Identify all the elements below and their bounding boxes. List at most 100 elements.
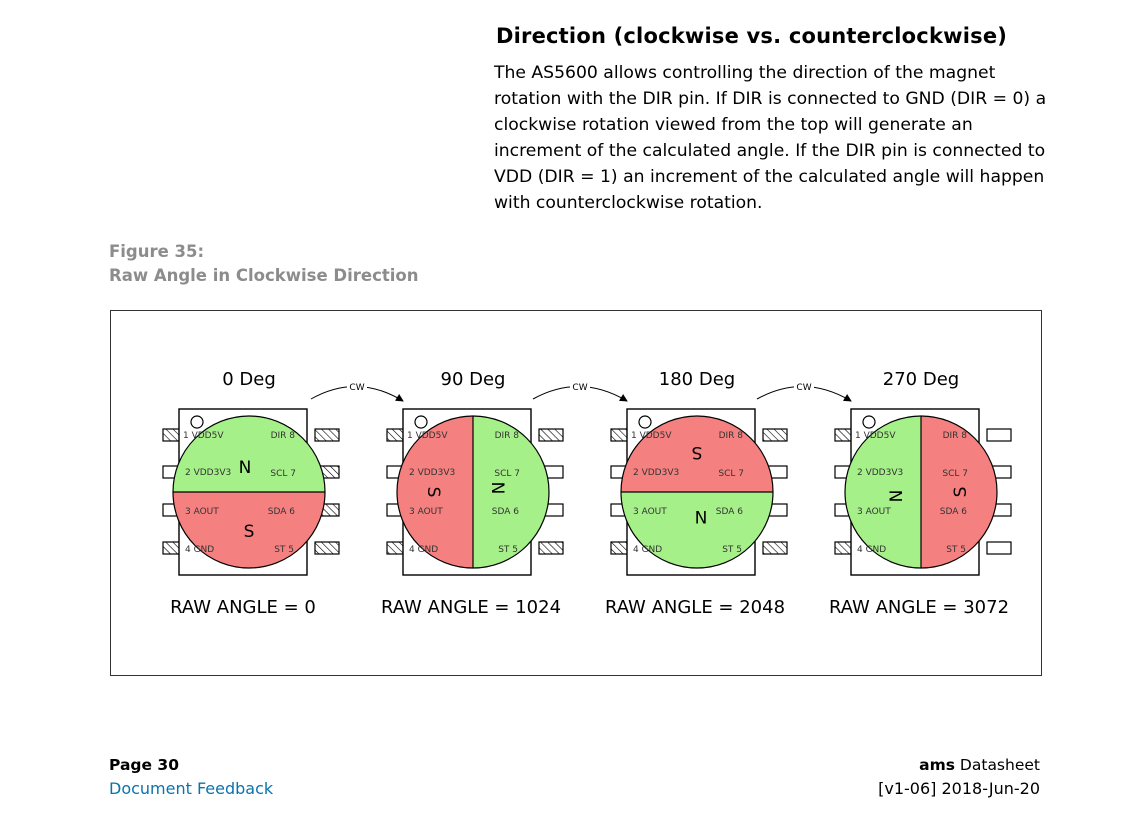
south-pole-label: S: [423, 487, 443, 498]
right-pin-5: [986, 541, 1012, 555]
pin-label: ST 5: [274, 545, 294, 555]
pin-label: 2 VDD3V3: [857, 468, 903, 478]
magnet: NS: [397, 416, 549, 568]
right-pin-8: [314, 428, 340, 442]
pin-label: 2 VDD3V3: [633, 468, 679, 478]
pin-label: ST 5: [722, 545, 742, 555]
pin-label: DIR 8: [719, 431, 744, 441]
magnet: NS: [621, 416, 773, 568]
right-pin-5: [314, 541, 340, 555]
pin-label: SCL 7: [718, 469, 744, 479]
figure-title: Raw Angle in Clockwise Direction: [109, 266, 419, 285]
pin-label: 3 AOUT: [185, 507, 219, 517]
north-pole-label: N: [239, 458, 252, 478]
pin-label: 1 VDD5V: [631, 431, 672, 441]
pin-label: ST 5: [498, 545, 518, 555]
cw-arrow-2: CW: [532, 382, 628, 402]
magnet-north-half: [173, 416, 325, 492]
north-pole-label: N: [695, 506, 708, 526]
south-pole-label: S: [692, 442, 703, 462]
magnet-outline: [844, 415, 998, 569]
raw-angle-label: RAW ANGLE = 2048: [605, 597, 785, 618]
figure-caption: Figure 35: Raw Angle in Clockwise Direct…: [109, 240, 419, 288]
right-pin-8: [538, 428, 564, 442]
pin-label: 1 VDD5V: [407, 431, 448, 441]
pin-label: 4 GND: [185, 545, 214, 555]
cw-arrow-3: CW: [756, 382, 852, 402]
north-pole-label: N: [887, 490, 907, 503]
magnet-south-half: [621, 416, 773, 492]
cw-label: CW: [796, 383, 811, 393]
right-pin-5: [762, 541, 788, 555]
north-pole-label: N: [487, 482, 507, 495]
pin1-marker: [414, 415, 428, 429]
south-pole-label: S: [244, 522, 255, 542]
south-pole-label: S: [951, 487, 971, 498]
pin-label: SCL 7: [494, 469, 520, 479]
pin-label: SCL 7: [942, 469, 968, 479]
angle-label: 90 Deg: [441, 369, 506, 390]
magnet-south-half: [397, 416, 473, 568]
pin-label: 4 GND: [633, 545, 662, 555]
magnet-north-half: [845, 416, 921, 568]
pin-label: DIR 8: [271, 431, 296, 441]
pin-label: 3 AOUT: [409, 507, 443, 517]
raw-angle-label: RAW ANGLE = 0: [170, 597, 316, 618]
pin-label: 3 AOUT: [633, 507, 667, 517]
magnet-north-half: [621, 492, 773, 568]
magnet-outline: [172, 415, 326, 569]
pin1-marker: [190, 415, 204, 429]
magnet-south-half: [921, 416, 997, 568]
document-version: [v1-06] 2018-Jun-20: [878, 779, 1040, 798]
brand-datasheet: Datasheet: [955, 756, 1040, 774]
section-body-text: The AS5600 allows controlling the direct…: [494, 63, 1047, 213]
cw-label-bg: [794, 382, 814, 392]
page-number: Page 30: [109, 756, 179, 774]
section-heading: Direction (clockwise vs. counterclockwis…: [496, 24, 1008, 48]
magnet-outline: [620, 415, 774, 569]
pin-label: 4 GND: [409, 545, 438, 555]
raw-angle-label: RAW ANGLE = 1024: [381, 597, 561, 618]
angle-label: 0 Deg: [222, 369, 276, 390]
pin-label: 1 VDD5V: [855, 431, 896, 441]
brand-ams: ams: [919, 756, 955, 774]
figure-raw-angle-diagram: 0 Deg N S 1 VDD5V 2 VDD3V3 3 AOUT 4 GND DIR 8 SC…: [110, 310, 1042, 676]
angle-label: 180 Deg: [659, 369, 735, 390]
right-pin-5: [538, 541, 564, 555]
figure-number: Figure 35:: [109, 242, 205, 261]
document-feedback-link[interactable]: Document Feedback: [109, 779, 274, 798]
pin-label: SDA 6: [268, 507, 296, 517]
magnet-north-half: [473, 416, 549, 568]
cw-label-bg: [347, 382, 367, 392]
cw-label-bg: [570, 382, 590, 392]
pin-label: 4 GND: [857, 545, 886, 555]
pin-label: SCL 7: [270, 469, 296, 479]
pin1-marker: [862, 415, 876, 429]
magnet: NS: [173, 416, 325, 568]
right-pin-8: [986, 428, 1012, 442]
pin-label: 1 VDD5V: [183, 431, 224, 441]
pin-label: DIR 8: [495, 431, 520, 441]
footer-brand: ams Datasheet: [919, 756, 1040, 774]
pin-label: 2 VDD3V3: [185, 468, 231, 478]
magnet-outline: [396, 415, 550, 569]
cw-label: CW: [572, 383, 587, 393]
pin-label: 2 VDD3V3: [409, 468, 455, 478]
pin-label: DIR 8: [943, 431, 968, 441]
pin-label: SDA 6: [716, 507, 744, 517]
pin-label: 3 AOUT: [857, 507, 891, 517]
cw-arrow-1: CW: [310, 382, 404, 402]
magnet-south-half: [173, 492, 325, 568]
angle-label: 270 Deg: [883, 369, 959, 390]
pin-label: SDA 6: [492, 507, 520, 517]
raw-angle-label: RAW ANGLE = 3072: [829, 597, 1009, 618]
right-pin-8: [762, 428, 788, 442]
pin-label: SDA 6: [940, 507, 968, 517]
cw-label: CW: [349, 383, 364, 393]
